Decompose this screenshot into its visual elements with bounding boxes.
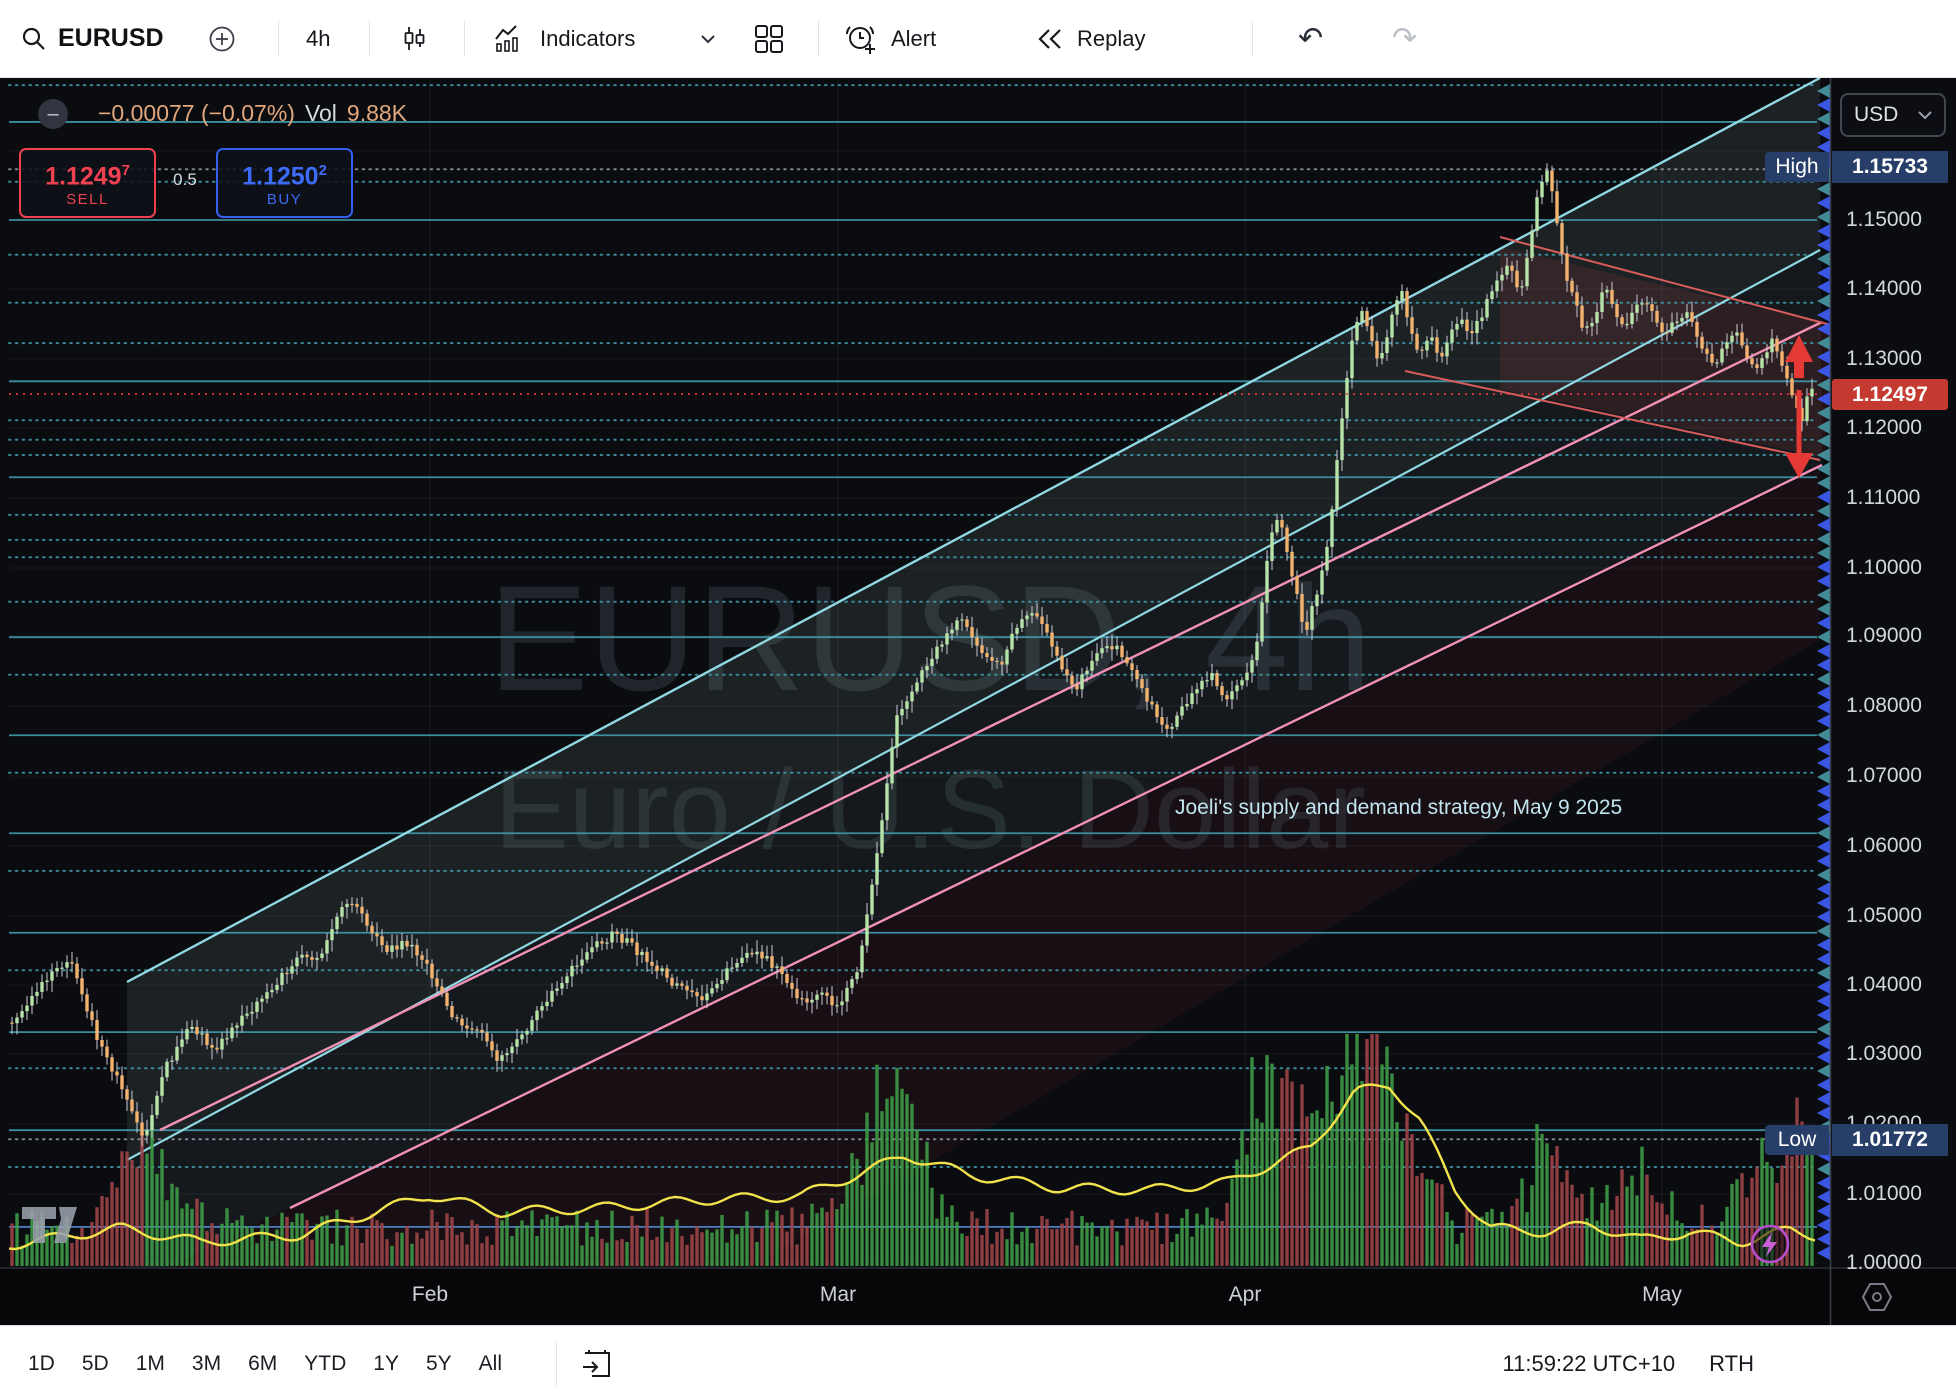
sell-label: SELL — [66, 191, 109, 209]
symbol-name[interactable]: EURUSD — [58, 24, 164, 52]
time-axis-strip[interactable] — [0, 1268, 1956, 1325]
legend-collapse-button[interactable]: – — [38, 99, 68, 129]
range-1m[interactable]: 1M — [135, 1351, 165, 1375]
red-down-arrow — [1785, 453, 1813, 478]
range-5d[interactable]: 5D — [81, 1351, 109, 1375]
range-3m[interactable]: 3M — [191, 1351, 222, 1375]
spread-value: 0.5 — [173, 170, 197, 189]
indicators-button[interactable]: Indicators — [492, 0, 635, 77]
symbol-search-button[interactable] — [20, 0, 48, 77]
low-label: Low — [1765, 1125, 1829, 1155]
price-axis-label: 1.15000 — [1846, 208, 1922, 231]
undo-button[interactable]: ↶ — [1298, 0, 1323, 77]
red-up-arrow — [1785, 335, 1813, 378]
indicators-icon — [495, 24, 518, 52]
legend-row: −0.00077 (−0.07%) Vol 9.88K — [98, 100, 407, 127]
price-axis-label: 1.14000 — [1846, 277, 1922, 300]
price-axis-label: 1.07000 — [1846, 764, 1922, 787]
layout-grid-button[interactable] — [753, 0, 785, 77]
minus-icon: – — [47, 102, 59, 125]
month-label-apr: Apr — [1228, 1283, 1262, 1306]
add-symbol-button[interactable] — [208, 0, 236, 77]
undo-icon: ↶ — [1298, 22, 1324, 55]
range-6m[interactable]: 6M — [248, 1351, 278, 1375]
volume-label: Vol — [304, 100, 337, 126]
month-label-mar: Mar — [819, 1283, 857, 1306]
range-all[interactable]: All — [478, 1351, 502, 1375]
indicators-menu-arrow[interactable] — [700, 0, 716, 77]
volume-bars — [10, 1034, 1814, 1266]
bottom-toolbar: 1D 5D 1M 3M 6M YTD 1Y 5Y All 11:59:22 UT… — [0, 1325, 1956, 1400]
price-axis-label: 1.04000 — [1846, 973, 1922, 996]
volume-value: 9.88K — [346, 100, 408, 126]
change-value: −0.00077 (−0.07%) — [98, 100, 295, 126]
bottombar-divider — [556, 1341, 557, 1386]
price-axis-label: 1.12000 — [1846, 416, 1922, 439]
search-icon — [22, 27, 45, 50]
price-axis-label: 1.10000 — [1846, 556, 1922, 579]
go-to-date-button[interactable] — [580, 1347, 614, 1381]
clock[interactable]: 11:59:22 UTC+10 — [1502, 1350, 1676, 1376]
session-badge[interactable]: RTH — [1709, 1350, 1754, 1376]
toolbar-divider — [369, 21, 370, 56]
plus-circle-icon — [209, 26, 235, 51]
low-value: 1.01772 — [1832, 1124, 1948, 1156]
month-label-feb: Feb — [411, 1283, 449, 1306]
redo-button[interactable]: ↷ — [1392, 0, 1417, 77]
candlestick-icon — [404, 26, 425, 50]
toolbar-divider — [818, 21, 819, 56]
interval-button[interactable]: 4h — [306, 25, 331, 51]
alert-button[interactable]: Alert — [843, 0, 936, 77]
hexagon-icon — [1861, 1283, 1893, 1311]
price-axis-label: 1.08000 — [1846, 694, 1922, 717]
chevron-down-icon — [1918, 110, 1932, 119]
currency-dropdown[interactable]: USD — [1840, 93, 1946, 137]
toolbar-divider — [464, 21, 465, 56]
month-label-may: May — [1642, 1283, 1682, 1306]
high-label: High — [1765, 152, 1829, 182]
svg-text:Euro / U.S. Dollar: Euro / U.S. Dollar — [494, 747, 1365, 872]
volume-ma-line — [8, 1083, 1816, 1251]
price-axis-label: 1.01000 — [1846, 1182, 1922, 1205]
top-toolbar: EURUSD 4h Indicators Alert Replay — [0, 0, 1956, 78]
grid-layout-icon — [755, 24, 783, 53]
price-axis-label: 1.06000 — [1846, 834, 1922, 857]
range-5y[interactable]: 5Y — [425, 1351, 452, 1375]
high-value: 1.15733 — [1832, 151, 1948, 183]
price-scale-markers — [1817, 84, 1830, 1260]
chevron-down-icon — [701, 34, 715, 43]
range-ytd[interactable]: YTD — [304, 1351, 347, 1375]
settings-hexagon-button[interactable] — [1858, 1278, 1896, 1316]
price-axis-label: 1.00000 — [1846, 1251, 1922, 1274]
instant-order-button[interactable] — [1748, 1222, 1792, 1266]
chart-annotation: Joeli's supply and demand strategy, May … — [1175, 796, 1623, 819]
range-1d[interactable]: 1D — [28, 1351, 55, 1375]
tradingview-logo[interactable] — [20, 1203, 80, 1247]
buy-label: BUY — [266, 191, 303, 209]
price-axis-label: 1.05000 — [1846, 904, 1922, 927]
price-axis-label: 1.03000 — [1846, 1042, 1922, 1065]
buy-button[interactable]: 1.12502 BUY — [216, 148, 353, 218]
toolbar-divider — [1252, 21, 1253, 56]
toolbar-divider — [278, 21, 279, 56]
chart-style-button[interactable] — [398, 0, 430, 77]
dot-icon — [1872, 1292, 1882, 1302]
range-buttons: 1D 5D 1M 3M 6M YTD 1Y 5Y All — [28, 1326, 502, 1400]
replay-rewind-icon — [1038, 28, 1061, 49]
alert-clock-icon — [846, 25, 875, 54]
sell-button[interactable]: 1.12497 SELL — [19, 148, 156, 218]
lightning-bolt-icon — [1762, 1232, 1777, 1257]
price-axis-label: 1.11000 — [1846, 486, 1921, 509]
redo-icon: ↷ — [1392, 22, 1418, 55]
price-axis-label: 1.13000 — [1846, 347, 1922, 370]
price-axis-label: 1.09000 — [1846, 624, 1922, 647]
arrow-annotations[interactable] — [1785, 335, 1813, 478]
range-1y[interactable]: 1Y — [373, 1351, 399, 1375]
last-price-badge: 1.12497 — [1832, 379, 1948, 410]
replay-button[interactable]: Replay — [1035, 0, 1145, 77]
candles — [10, 163, 1814, 1147]
